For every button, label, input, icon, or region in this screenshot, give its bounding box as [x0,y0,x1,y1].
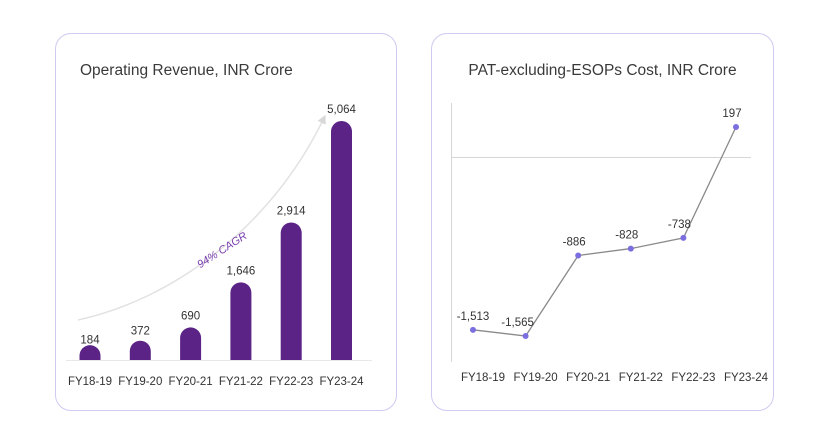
pat-point-fy21-22 [627,245,634,252]
operating-revenue-title: Operating Revenue, INR Crore [80,62,293,79]
pat-x-tick-label: FY23-24 [724,372,769,384]
pat-point-fy20-21 [575,252,582,259]
revenue-value-label: 690 [181,310,200,322]
pat-point-fy19-20 [522,333,529,339]
revenue-bar-fy21-22 [230,282,252,360]
pat-series-line [472,126,737,337]
revenue-x-tick-label: FY21-22 [219,376,263,388]
revenue-value-label: 372 [131,325,150,337]
revenue-bar-fy22-23 [280,222,302,360]
pat-value-label: -738 [668,219,691,231]
revenue-value-label: 2,914 [277,205,306,217]
pat-value-label: 197 [722,108,741,120]
revenue-x-tick-label: FY19-20 [118,376,162,388]
revenue-bar-fy20-21 [180,327,202,360]
pat-x-tick-label: FY20-21 [566,372,610,384]
revenue-value-label: 1,646 [227,265,256,277]
revenue-x-tick-label: FY23-24 [319,376,364,388]
pat-x-tick-label: FY19-20 [514,372,558,384]
pat-value-label: -1,565 [501,317,534,329]
revenue-x-tick-label: FY18-19 [68,376,112,388]
pat-value-label: -828 [615,230,638,242]
pat-point-fy18-19 [470,326,476,333]
pat-x-tick-label: FY18-19 [461,372,505,384]
revenue-value-label: 5,064 [327,104,356,116]
pat-card: PAT-excluding-ESOPs Cost, INR Crore [431,33,774,411]
revenue-bar-fy19-20 [129,340,151,360]
pat-point-fy22-23 [680,234,687,241]
pat-value-label: -1,513 [457,311,490,323]
revenue-x-tick-label: FY22-23 [269,376,313,388]
cagr-trend-curve [77,114,326,321]
revenue-value-label: 184 [80,334,100,346]
pat-point-fy23-24 [733,124,739,130]
revenue-bar-fy23-24 [331,121,352,360]
revenue-x-tick-label: FY20-21 [169,376,213,388]
pat-title: PAT-excluding-ESOPs Cost, INR Crore [468,62,737,79]
revenue-bar-fy18-19 [79,345,101,360]
pat-value-label: -886 [563,236,586,248]
pat-x-tick-label: FY21-22 [619,372,663,384]
pat-x-tick-label: FY22-23 [671,372,715,384]
